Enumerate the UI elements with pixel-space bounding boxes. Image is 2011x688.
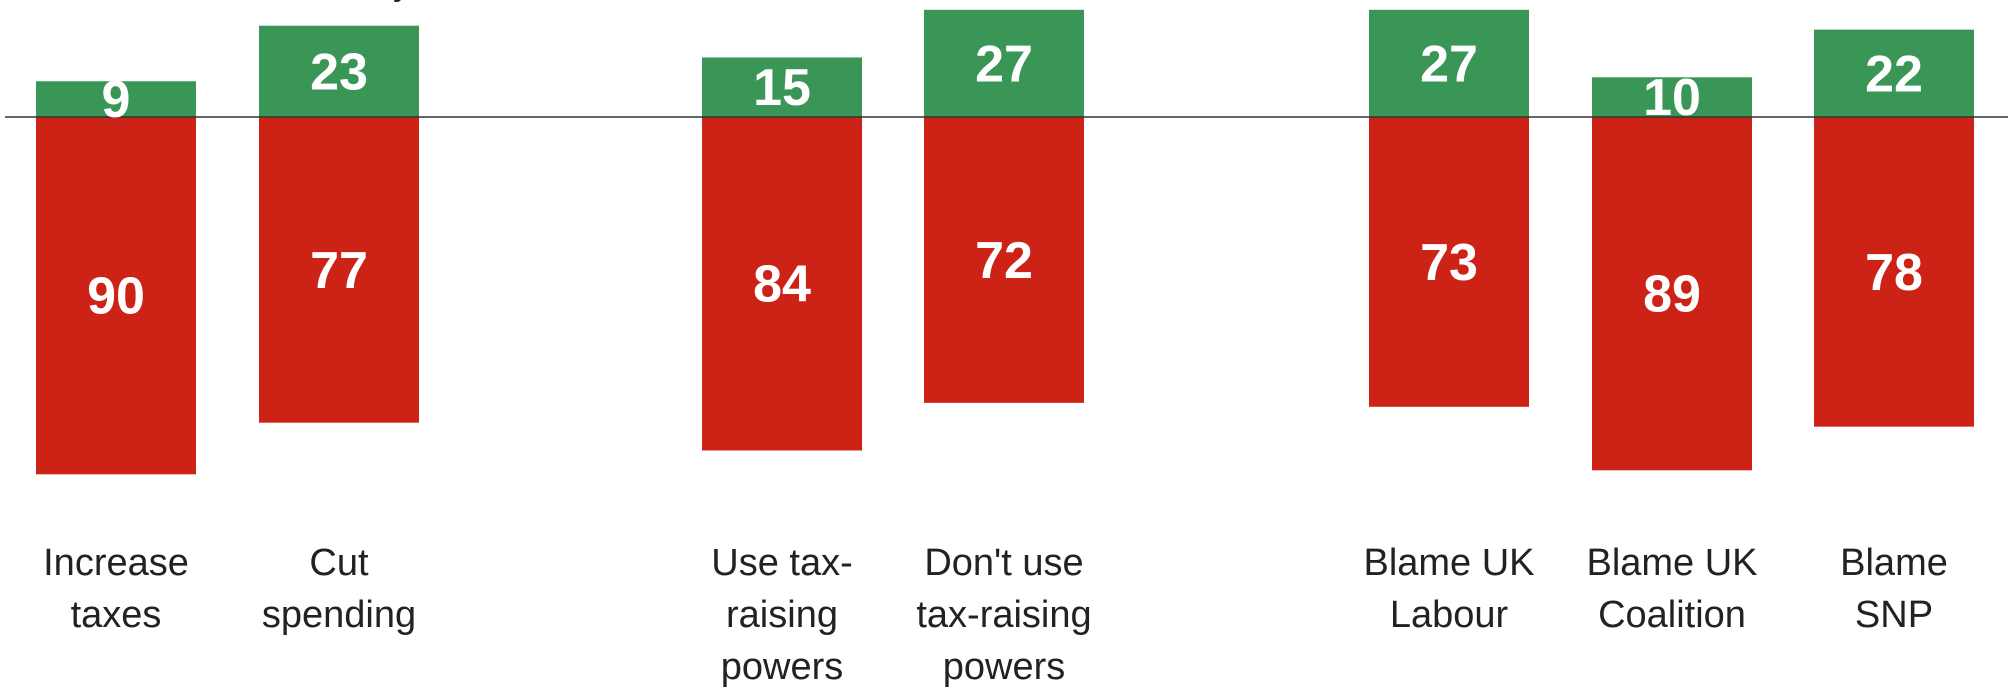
value-label-negative-3: 72 xyxy=(975,232,1033,290)
bars-layer xyxy=(36,9,1974,475)
category-label-3: Don't use tax-raising powers xyxy=(916,542,1091,688)
category-label-6: Blame SNP xyxy=(1840,542,1948,636)
category-label-line: powers xyxy=(943,646,1066,688)
bar-positive-2 xyxy=(702,57,862,117)
value-label-negative-2: 84 xyxy=(753,256,811,314)
category-label-line: Blame UK xyxy=(1363,542,1534,584)
category-label-line: Increase xyxy=(43,542,189,584)
category-label-2: Use tax-raising powers xyxy=(711,542,852,688)
value-label-positive-3: 27 xyxy=(975,35,1033,93)
category-label-line: Cut xyxy=(309,542,369,584)
bar-positive-3 xyxy=(924,9,1084,118)
value-label-negative-4: 73 xyxy=(1420,234,1478,292)
category-label-line: tax-raising xyxy=(916,594,1091,636)
category-label-line: Labour xyxy=(1390,594,1509,636)
value-label-negative-5: 89 xyxy=(1643,266,1701,324)
value-labels-layer: 9 90 23 77 15 84 27 72 27 73 10 89 22 78 xyxy=(87,35,1923,325)
bar-negative-4 xyxy=(1369,117,1529,407)
category-label-line: raising xyxy=(726,594,838,636)
category-label-5: Blame UK Coalition xyxy=(1586,542,1757,636)
value-label-positive-0: 9 xyxy=(102,71,131,129)
bar-negative-1 xyxy=(259,117,419,423)
category-labels-layer: Increase taxes Cut spending Use tax-raising p… xyxy=(43,542,1948,688)
bar-negative-3 xyxy=(924,117,1084,403)
value-label-positive-4: 27 xyxy=(1420,35,1478,93)
value-label-positive-5: 10 xyxy=(1643,69,1701,127)
category-label-1: Cut spending xyxy=(262,542,416,636)
value-label-positive-1: 23 xyxy=(310,43,368,101)
value-label-negative-1: 77 xyxy=(310,242,368,300)
value-label-positive-6: 22 xyxy=(1865,45,1923,103)
category-label-line: Don't use xyxy=(924,542,1083,584)
category-label-line: taxes xyxy=(71,594,162,636)
bar-negative-0 xyxy=(36,117,196,475)
bar-positive-1 xyxy=(259,25,419,117)
value-label-negative-0: 90 xyxy=(87,268,145,326)
value-label-positive-2: 15 xyxy=(753,59,811,117)
category-label-line: powers xyxy=(721,646,844,688)
category-label-line: spending xyxy=(262,594,416,636)
category-label-0: Increase taxes xyxy=(43,542,189,636)
bar-positive-0 xyxy=(36,81,196,117)
bar-positive-4 xyxy=(1369,9,1529,118)
category-label-line: Use tax- xyxy=(711,542,852,584)
category-label-4: Blame UK Labour xyxy=(1363,542,1534,636)
bar-positive-5 xyxy=(1592,77,1752,117)
category-label-line: Blame UK xyxy=(1586,542,1757,584)
bar-negative-5 xyxy=(1592,117,1752,471)
category-label-line: SNP xyxy=(1855,594,1933,636)
value-label-negative-6: 78 xyxy=(1865,244,1923,302)
category-label-line: Blame xyxy=(1840,542,1948,584)
category-label-line: Coalition xyxy=(1598,594,1746,636)
clipped-top-text: y xyxy=(393,0,412,3)
bar-positive-6 xyxy=(1814,29,1974,117)
bar-negative-6 xyxy=(1814,117,1974,427)
bar-negative-2 xyxy=(702,117,862,451)
